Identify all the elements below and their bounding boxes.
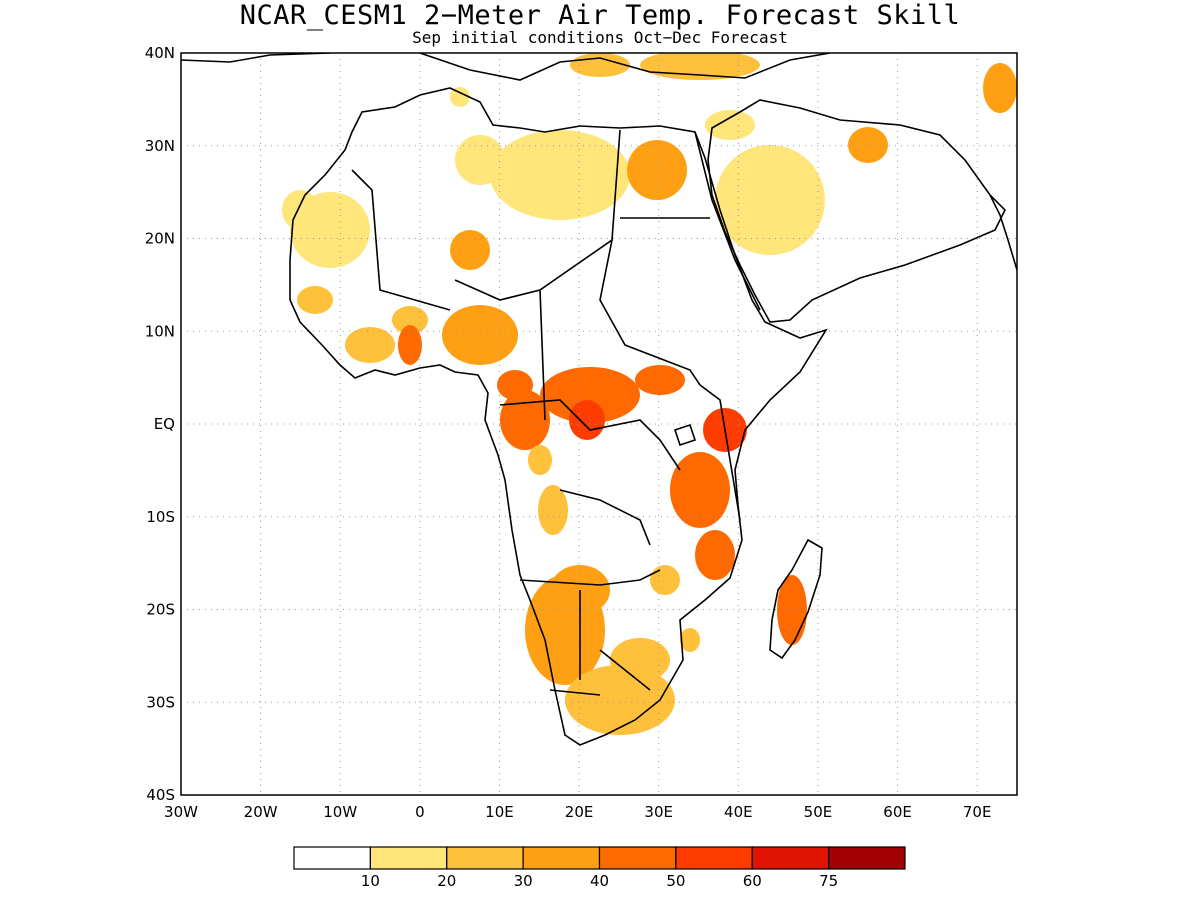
skill-region-cameroon-gabon (497, 370, 533, 400)
skill-region-libya-egypt (455, 135, 505, 185)
skill-region-cameroon-gabon (500, 390, 550, 450)
legend-label: 10 (361, 872, 380, 890)
coastlines (181, 53, 1017, 746)
skill-region-nigeria (450, 230, 490, 270)
legend-swatch (522, 846, 601, 870)
legend-label: 75 (819, 872, 838, 890)
x-tick-label: 60E (883, 803, 912, 821)
x-tick-label: 20W (244, 803, 278, 821)
x-tick-label: 50E (804, 803, 833, 821)
skill-region-nigeria (442, 305, 518, 365)
x-tick-label: 10E (485, 803, 514, 821)
skill-region-senegal-coast (297, 286, 333, 314)
y-tick-label: 30N (145, 137, 175, 155)
x-tick-label: 0 (415, 803, 425, 821)
skill-region-mozambique (650, 565, 680, 595)
legend-swatch (598, 846, 677, 870)
india-coastline (989, 194, 1017, 271)
x-tick-label: 30W (164, 803, 198, 821)
skill-region-ghana-togo (398, 325, 422, 365)
legend-label: 20 (437, 872, 456, 890)
y-tick-label: 20N (145, 230, 175, 248)
skill-region-madagascar (777, 575, 807, 645)
skill-region-angola (538, 485, 568, 535)
x-tick-label: 40E (724, 803, 753, 821)
skill-region-arabia (715, 145, 825, 255)
skill-region-west-sahara (282, 190, 318, 230)
europe-coastline (181, 53, 831, 81)
skill-region-guinea-coast (392, 306, 428, 334)
x-tick-label: 70E (963, 803, 992, 821)
borders-central (499, 384, 741, 586)
legend-label: 50 (666, 872, 685, 890)
skill-region-tanzania (670, 452, 730, 528)
arabia-coastline (707, 99, 1006, 323)
y-tick-label: 10N (145, 322, 175, 340)
y-tick-label: EQ (154, 415, 175, 433)
red-sea-west (694, 131, 761, 311)
skill-region-iran (983, 63, 1017, 113)
borders-north (351, 129, 710, 421)
y-tick-label: 30S (146, 693, 175, 711)
skill-region-egypt-east (627, 140, 687, 200)
color-legend: 10 20 30 40 50 60 75 (293, 846, 906, 890)
x-axis-labels: 30W 20W 10W 0 10E 20E 30E 40E 50E 60E 70E (164, 803, 991, 821)
lake-victoria (673, 423, 697, 447)
x-tick-label: 20E (565, 803, 594, 821)
skill-region-central-africa (540, 367, 640, 423)
legend-label: 30 (514, 872, 533, 890)
x-tick-label: 10W (323, 803, 357, 821)
skill-region-iran (848, 127, 888, 163)
legend-swatch (293, 846, 371, 870)
x-tick-label: 30E (644, 803, 673, 821)
legend-swatch (751, 846, 830, 870)
y-tick-label: 40S (146, 786, 175, 804)
skill-region-south-africa (565, 665, 675, 735)
skill-region-congo-core (569, 400, 605, 440)
grid-lines (181, 53, 1017, 795)
legend-label: 60 (743, 872, 762, 890)
skill-region-south-africa (610, 638, 670, 682)
y-tick-label: 10S (146, 508, 175, 526)
madagascar-coastline (769, 538, 823, 660)
legend-swatch (828, 846, 906, 870)
y-tick-label: 20S (146, 601, 175, 619)
map-title: NCAR_CESM1 2−Meter Air Temp. Forecast Sk… (239, 0, 961, 31)
skill-region-tanzania (695, 530, 735, 580)
skill-shading (282, 53, 1017, 735)
skill-region-arabia (705, 110, 755, 140)
skill-region-guinea-coast (345, 327, 395, 363)
legend-label: 40 (590, 872, 609, 890)
map-subtitle: Sep initial conditions Oct−Dec Forecast (412, 28, 788, 47)
skill-region-central-africa (635, 365, 685, 395)
skill-region-angola (528, 445, 552, 475)
legend-swatch (446, 846, 524, 870)
skill-region-libya-egypt (450, 87, 470, 107)
y-axis-labels: 40N 30N 20N 10N EQ 10S 20S 30S 40S (145, 44, 175, 804)
legend-swatch (369, 846, 448, 870)
map-frame (180, 52, 1018, 796)
skill-region-libya-egypt (490, 130, 630, 220)
skill-region-mozambique (680, 628, 700, 652)
borders-south (549, 590, 651, 696)
africa-coastline (289, 87, 828, 746)
y-tick-label: 40N (145, 44, 175, 62)
legend-swatch (675, 846, 753, 870)
